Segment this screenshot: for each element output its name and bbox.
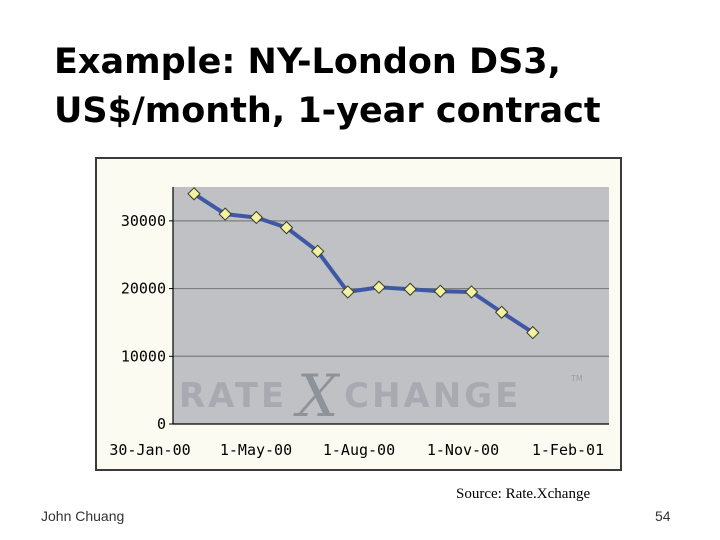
tick-labels: 0 10000 20000 30000 30-Jan-00 1-May-00 1-Aug-0… <box>109 212 604 459</box>
watermark-x: X <box>293 362 341 430</box>
x-tick-label-4: 1-Feb-01 <box>532 441 604 459</box>
y-tick-label-30000: 30000 <box>121 212 166 230</box>
data-point-8 <box>433 284 448 298</box>
x-tick-label-1: 1-May-00 <box>220 441 292 459</box>
data-point-4 <box>310 244 325 259</box>
series-price <box>187 187 540 340</box>
data-point-10 <box>494 305 509 319</box>
data-point-0 <box>187 187 201 201</box>
chart-svg: RATE X CHANGE TM 0 10000 20000 30000 30-Jan-… <box>109 187 609 459</box>
page-number: 54 <box>655 508 671 524</box>
x-tick-label-0: 30-Jan-00 <box>109 441 190 459</box>
watermark-tm: TM <box>570 374 583 383</box>
y-tick-label-20000: 20000 <box>121 280 166 298</box>
ratexchange-watermark: RATE X CHANGE TM <box>179 362 583 430</box>
data-point-6 <box>372 280 386 294</box>
plot-area <box>173 187 609 424</box>
watermark-change: CHANGE <box>344 376 521 416</box>
slide-title-line-2: US$/month, 1-year contract <box>54 91 601 131</box>
y-tick-label-0: 0 <box>157 415 166 433</box>
watermark-rate: RATE <box>179 376 287 416</box>
x-tick-label-3: 1-Nov-00 <box>427 441 499 459</box>
axes <box>169 187 609 425</box>
data-point-9 <box>464 285 479 299</box>
data-point-7 <box>403 282 417 296</box>
chart: RATE X CHANGE TM 0 10000 20000 30000 30-Jan-… <box>95 157 622 471</box>
data-point-5 <box>341 285 355 299</box>
x-tick-label-2: 1-Aug-00 <box>323 441 395 459</box>
y-tick-label-10000: 10000 <box>121 347 166 365</box>
source-note: Source: Rate.Xchange <box>456 486 591 502</box>
data-point-1 <box>218 207 232 221</box>
data-point-3 <box>279 220 294 235</box>
author-footer: John Chuang <box>41 508 125 524</box>
data-point-11 <box>526 325 540 340</box>
data-point-2 <box>249 210 264 225</box>
slide-title: Example: NY-London DS3, US$/month, 1-yea… <box>54 38 694 136</box>
slide-title-line-1: Example: NY-London DS3, <box>54 42 561 82</box>
